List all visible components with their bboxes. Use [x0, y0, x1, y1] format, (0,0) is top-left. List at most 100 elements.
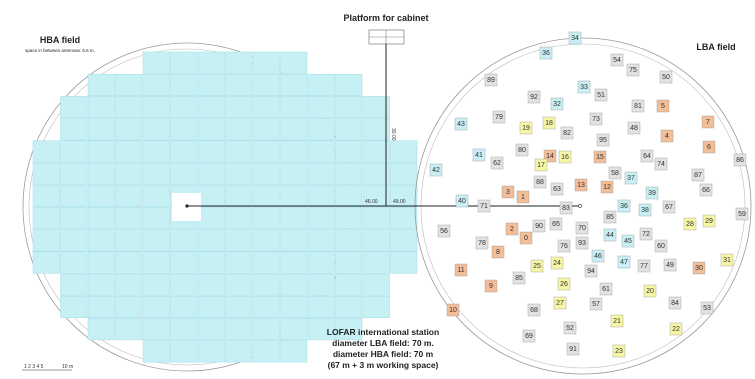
- hba-tile: [335, 73, 363, 96]
- lba-antenna-number: 67: [665, 204, 673, 211]
- lba-antenna-number: 70: [578, 225, 586, 232]
- hba-tile: [197, 318, 225, 341]
- lba-antenna-number: 10: [449, 307, 457, 314]
- lba-antenna-number: 42: [432, 167, 440, 174]
- hba-center-point: [185, 204, 189, 208]
- lba-antenna-number: 9: [489, 283, 493, 290]
- lba-antenna-number: 76: [560, 243, 568, 250]
- hba-tile: [307, 184, 335, 207]
- hba-tile: [170, 73, 198, 96]
- lba-antenna-number: 49: [666, 262, 674, 269]
- hba-tile: [335, 251, 363, 274]
- lba-antenna: 36: [539, 46, 553, 60]
- lba-antenna-box: [700, 301, 714, 315]
- lba-antenna-number: 74: [657, 161, 665, 168]
- hba-tile: [362, 273, 390, 296]
- hba-tile: [115, 273, 143, 296]
- lba-antenna-number: 86: [736, 157, 744, 164]
- hba-tile: [60, 251, 88, 274]
- hba-tile: [280, 118, 308, 141]
- hba-tile: [60, 229, 88, 252]
- hba-tile: [142, 318, 170, 341]
- lba-antenna-box: [584, 264, 598, 278]
- lba-antenna-box: [691, 168, 705, 182]
- lba-antenna: 60: [654, 239, 668, 253]
- lba-antenna-number: 81: [634, 103, 642, 110]
- hba-tile: [307, 118, 335, 141]
- lba-antenna-box: [446, 303, 460, 317]
- lba-antenna: 37: [624, 171, 638, 185]
- hba-tile: [87, 96, 115, 119]
- hba-tile: [307, 318, 335, 341]
- lba-antenna-number: 18: [545, 120, 553, 127]
- lba-antenna: 18: [542, 116, 556, 130]
- lba-antenna-number: 50: [662, 74, 670, 81]
- hba-tile: [197, 51, 225, 74]
- lba-antenna-box: [559, 201, 573, 215]
- lba-antenna-box: [683, 217, 697, 231]
- lba-antenna-box: [454, 117, 468, 131]
- lba-antenna-box: [522, 329, 536, 343]
- lba-antenna: 90: [532, 219, 546, 233]
- lba-antenna-number: 30: [695, 265, 703, 272]
- hba-tile: [170, 229, 198, 252]
- lba-antenna-box: [527, 303, 541, 317]
- hba-tile: [142, 207, 170, 230]
- lba-antenna: 21: [610, 314, 624, 328]
- hba-tile: [115, 295, 143, 318]
- hba-tile: [32, 229, 60, 252]
- lba-antenna: 76: [557, 239, 571, 253]
- lba-antenna-number: 95: [599, 137, 607, 144]
- lba-title: LBA field: [696, 42, 735, 52]
- hba-tile: [142, 251, 170, 274]
- hba-tile: [170, 295, 198, 318]
- lba-antenna-box: [505, 222, 519, 236]
- hba-tile: [142, 140, 170, 163]
- hba-tile: [197, 207, 225, 230]
- lba-antenna-number: 62: [493, 160, 501, 167]
- station-info-line-3: diameter HBA field: 70 m: [333, 349, 434, 359]
- lba-antenna-box: [575, 236, 589, 250]
- lba-antenna: 85: [603, 210, 617, 224]
- hba-tile: [115, 118, 143, 141]
- hba-tile: [60, 207, 88, 230]
- lba-antenna-number: 63: [553, 186, 561, 193]
- hba-tile: [87, 251, 115, 274]
- lba-antenna-number: 66: [702, 187, 710, 194]
- lba-antenna-box: [640, 149, 654, 163]
- lba-antenna-number: 57: [592, 301, 600, 308]
- lba-antenna-number: 58: [611, 170, 619, 177]
- lba-antenna-number: 27: [556, 300, 564, 307]
- lba-antenna: 91: [566, 342, 580, 356]
- lba-antenna-box: [596, 133, 610, 147]
- lba-antenna-number: 13: [577, 182, 585, 189]
- lba-antenna-box: [603, 210, 617, 224]
- hba-tile: [280, 51, 308, 74]
- hba-tile: [170, 140, 198, 163]
- lba-antenna-number: 46: [594, 253, 602, 260]
- lba-antenna: 47: [617, 255, 631, 269]
- lba-antenna: 58: [608, 166, 622, 180]
- lba-center-point: [578, 204, 582, 208]
- hba-tile: [87, 207, 115, 230]
- lba-antenna-box: [599, 282, 613, 296]
- hba-tile: [60, 273, 88, 296]
- lba-antenna: 42: [429, 163, 443, 177]
- lba-antenna: 75: [626, 63, 640, 77]
- lba-antenna-box: [593, 150, 607, 164]
- lba-antenna-number: 6: [707, 144, 711, 151]
- lba-antenna-box: [668, 296, 682, 310]
- hba-title: HBA field: [40, 35, 80, 45]
- lba-antenna-box: [656, 99, 670, 113]
- lba-antenna-number: 60: [657, 243, 665, 250]
- lba-antenna: 79: [492, 110, 506, 124]
- lba-antenna-box: [558, 150, 572, 164]
- hba-tile: [252, 96, 280, 119]
- lba-antenna-number: 43: [457, 121, 465, 128]
- lba-antenna-number: 92: [530, 94, 538, 101]
- lba-antenna-number: 8: [496, 249, 500, 256]
- scale-bar-ticks: 1 2 3 4 5: [24, 364, 44, 370]
- hba-tile: [280, 273, 308, 296]
- lba-antenna-box: [519, 121, 533, 135]
- lba-antenna-number: 20: [646, 288, 654, 295]
